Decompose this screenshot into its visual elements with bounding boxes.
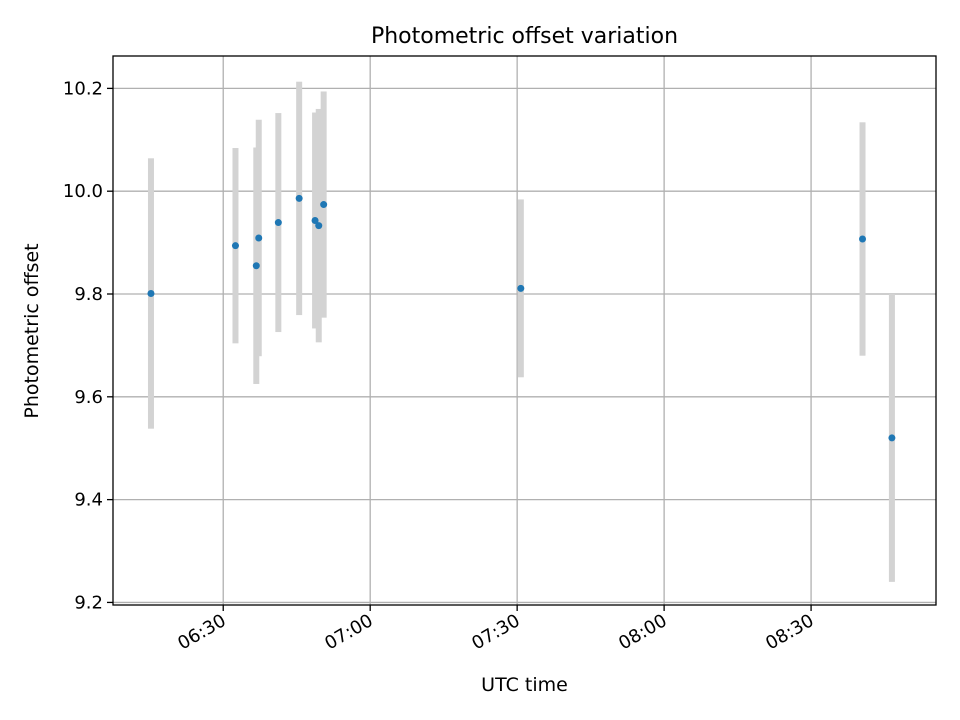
x-axis-title: UTC time — [481, 674, 568, 696]
data-point — [320, 201, 328, 209]
data-point — [252, 262, 260, 270]
plot-area-frame — [112, 55, 937, 606]
y-tick-label: 9.2 — [74, 592, 103, 613]
data-point — [295, 194, 303, 202]
data-point — [315, 222, 323, 230]
grid — [113, 56, 936, 605]
chart-title: Photometric offset variation — [371, 24, 678, 49]
data-point — [859, 235, 867, 243]
data-point — [147, 289, 155, 297]
data-point — [517, 284, 525, 292]
y-axis-ticks: 9.2 9.4 9.6 9.8 10.0 10.2 — [63, 78, 113, 613]
data-points — [147, 194, 896, 442]
y-axis-title: Photometric offset — [21, 243, 43, 418]
y-tick-label: 9.4 — [74, 490, 103, 511]
y-tick-label: 10.0 — [63, 181, 103, 202]
data-point — [888, 434, 896, 442]
data-point — [231, 242, 239, 250]
y-tick-label: 9.8 — [74, 284, 103, 305]
data-point — [274, 219, 282, 227]
y-tick-label: 9.6 — [74, 387, 103, 408]
data-point — [311, 216, 319, 224]
data-point — [255, 234, 263, 242]
y-tick-label: 10.2 — [63, 78, 103, 99]
